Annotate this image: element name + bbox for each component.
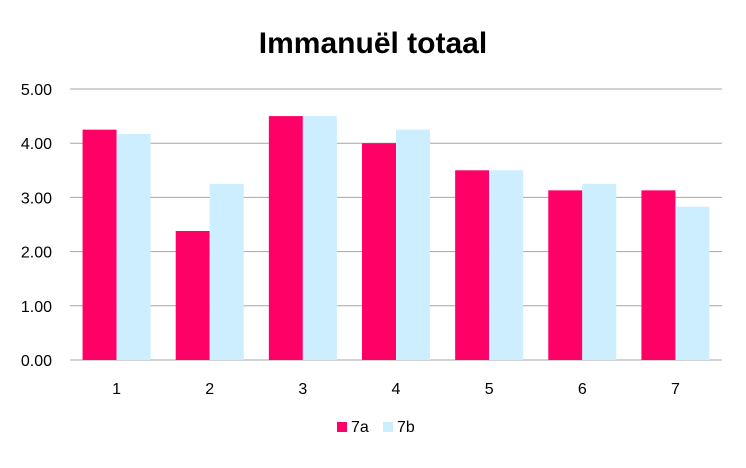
- x-tick-label: 2: [205, 381, 214, 398]
- bar-7a-3: [268, 116, 303, 360]
- x-tick-label: 4: [392, 381, 401, 398]
- bar-7b-1: [116, 133, 151, 360]
- y-tick-label: 2.00: [21, 245, 52, 262]
- legend: 7a 7b: [337, 419, 415, 436]
- bar-7a-1: [82, 129, 117, 360]
- x-tick-label: 1: [112, 381, 121, 398]
- y-axis-ticks: 0.00 1.00 2.00 3.00 4.00 5.00: [21, 82, 52, 370]
- x-tick-label: 6: [578, 381, 587, 398]
- bar-7a-5: [455, 170, 490, 360]
- bar-7a-4: [362, 143, 396, 360]
- chart-title: Immanuël totaal: [259, 27, 487, 60]
- x-axis-ticks: 1 2 3 4 5 6 7: [112, 381, 680, 398]
- x-tick-label: 3: [298, 381, 307, 398]
- x-tick-label: 5: [485, 381, 494, 398]
- y-tick-label: 0.00: [21, 353, 52, 370]
- y-tick-label: 1.00: [21, 299, 52, 316]
- y-tick-label: 5.00: [21, 82, 52, 99]
- bar-7b-5: [489, 170, 524, 360]
- bar-7b-4: [396, 129, 430, 360]
- bar-7b-7: [675, 206, 710, 360]
- bar-7a-7: [641, 190, 676, 360]
- legend-swatch-7b: [383, 422, 393, 432]
- bar-7a-6: [548, 190, 583, 360]
- x-tick-label: 7: [671, 381, 680, 398]
- bar-7a-2: [175, 231, 210, 360]
- bar-7b-3: [302, 116, 337, 360]
- bar-7b-6: [582, 183, 617, 360]
- bar-7b-2: [209, 183, 244, 360]
- y-tick-label: 4.00: [21, 136, 52, 153]
- y-tick-label: 3.00: [21, 190, 52, 207]
- legend-swatch-7a: [337, 422, 347, 432]
- legend-label: 7a: [351, 419, 369, 436]
- bars: [82, 116, 710, 360]
- legend-label: 7b: [397, 419, 415, 436]
